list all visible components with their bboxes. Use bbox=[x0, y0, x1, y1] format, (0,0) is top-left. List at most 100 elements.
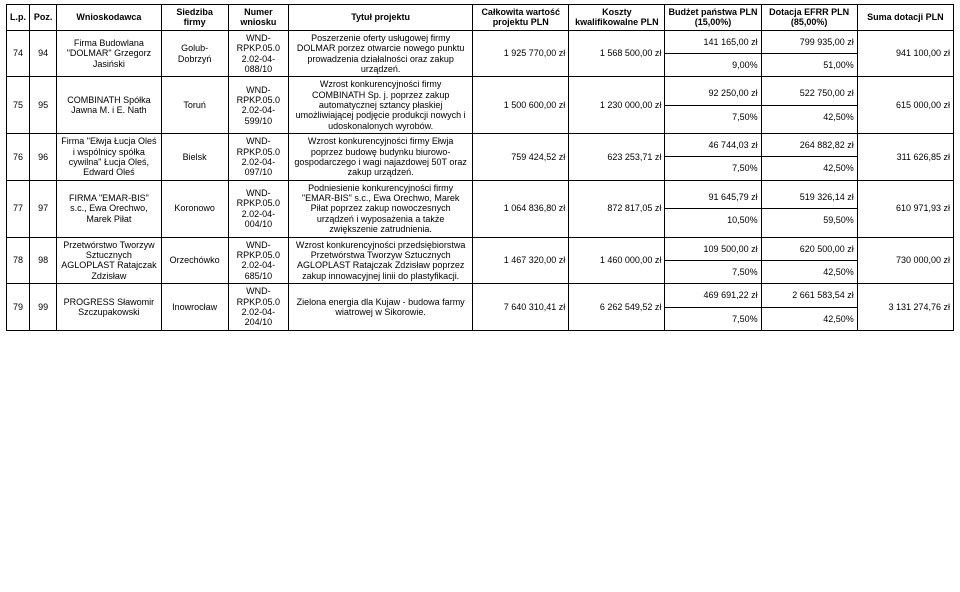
table-row: 7696Firma "Ełwja Łucja Oleś i wspólnicy … bbox=[7, 134, 954, 181]
cell-numer: WND-RPKP.05.0 2.02-04-097/10 bbox=[228, 134, 289, 181]
cell-lp: 75 bbox=[7, 77, 30, 134]
cell-poz: 94 bbox=[29, 30, 56, 77]
cell-tytul: Wzrost konkurencyjności firmy COMBINATH … bbox=[289, 77, 473, 134]
cell-dotacja-percent: 51,00% bbox=[762, 54, 857, 77]
cell-dotacja-amount: 620 500,00 zł bbox=[762, 238, 857, 261]
cell-suma: 941 100,00 zł bbox=[857, 30, 953, 77]
cell-dotacja-percent: 42,50% bbox=[762, 157, 857, 180]
cell-dotacja-amount: 522 750,00 zł bbox=[762, 82, 857, 105]
col-siedziba: Siedziba firmy bbox=[161, 5, 228, 31]
cell-koszty: 1 230 000,00 zł bbox=[569, 77, 665, 134]
cell-dotacja-percent: 59,50% bbox=[762, 209, 857, 232]
cell-suma: 615 000,00 zł bbox=[857, 77, 953, 134]
cell-siedziba: Golub-Dobrzyń bbox=[161, 30, 228, 77]
cell-numer: WND-RPKP.05.0 2.02-04-088/10 bbox=[228, 30, 289, 77]
cell-numer: WND-RPKP.05.0 2.02-04-599/10 bbox=[228, 77, 289, 134]
cell-lp: 77 bbox=[7, 180, 30, 237]
cell-wnioskodawca: Firma "Ełwja Łucja Oleś i wspólnicy spół… bbox=[57, 134, 162, 181]
cell-dotacja-percent: 42,50% bbox=[762, 260, 857, 283]
cell-budzet-percent: 7,50% bbox=[665, 307, 760, 330]
cell-koszty: 1 460 000,00 zł bbox=[569, 237, 665, 284]
cell-dotacja-amount: 2 661 583,54 zł bbox=[762, 284, 857, 307]
cell-budzet-amount: 46 744,03 zł bbox=[665, 134, 760, 157]
cell-tytul: Podniesienie konkurencyjności firmy "EMA… bbox=[289, 180, 473, 237]
col-budzet: Budżet państwa PLN (15,00%) bbox=[665, 5, 761, 31]
table-row: 7595COMBINATH Spółka Jawna M. i E. NathT… bbox=[7, 77, 954, 134]
cell-budzet-amount: 91 645,79 zł bbox=[665, 186, 760, 209]
cell-lp: 78 bbox=[7, 237, 30, 284]
cell-budzet: 92 250,00 zł7,50% bbox=[665, 77, 761, 134]
cell-lp: 79 bbox=[7, 284, 30, 331]
cell-calkowita: 759 424,52 zł bbox=[473, 134, 569, 181]
cell-lp: 74 bbox=[7, 30, 30, 77]
cell-wnioskodawca: COMBINATH Spółka Jawna M. i E. Nath bbox=[57, 77, 162, 134]
col-poz: Poz. bbox=[29, 5, 56, 31]
cell-budzet-percent: 10,50% bbox=[665, 209, 760, 232]
cell-dotacja: 799 935,00 zł51,00% bbox=[761, 30, 857, 77]
cell-poz: 99 bbox=[29, 284, 56, 331]
cell-lp: 76 bbox=[7, 134, 30, 181]
cell-poz: 97 bbox=[29, 180, 56, 237]
col-wnioskodawca: Wnioskodawca bbox=[57, 5, 162, 31]
cell-koszty: 6 262 549,52 zł bbox=[569, 284, 665, 331]
cell-budzet: 46 744,03 zł7,50% bbox=[665, 134, 761, 181]
projects-table: L.p. Poz. Wnioskodawca Siedziba firmy Nu… bbox=[6, 4, 954, 331]
cell-suma: 610 971,93 zł bbox=[857, 180, 953, 237]
table-row: 7999PROGRESS Sławomir SzczupakowskiInowr… bbox=[7, 284, 954, 331]
cell-dotacja-percent: 42,50% bbox=[762, 307, 857, 330]
cell-numer: WND-RPKP.05.0 2.02-04-204/10 bbox=[228, 284, 289, 331]
cell-dotacja: 264 882,82 zł42,50% bbox=[761, 134, 857, 181]
cell-budzet: 109 500,00 zł7,50% bbox=[665, 237, 761, 284]
table-row: 7797FIRMA "EMAR-BIS" s.c., Ewa Orechwo, … bbox=[7, 180, 954, 237]
table-row: 7494Firma Budowlana "DOLMAR" Grzegorz Ja… bbox=[7, 30, 954, 77]
cell-koszty: 1 568 500,00 zł bbox=[569, 30, 665, 77]
table-wrapper: L.p. Poz. Wnioskodawca Siedziba firmy Nu… bbox=[0, 0, 960, 335]
cell-dotacja-amount: 264 882,82 zł bbox=[762, 134, 857, 157]
cell-siedziba: Inowrocław bbox=[161, 284, 228, 331]
cell-budzet-amount: 141 165,00 zł bbox=[665, 31, 760, 54]
cell-budzet-amount: 109 500,00 zł bbox=[665, 238, 760, 261]
table-row: 7898Przetwórstwo Tworzyw Sztucznych AGLO… bbox=[7, 237, 954, 284]
cell-tytul: Poszerzenie oferty usługowej firmy DOLMA… bbox=[289, 30, 473, 77]
cell-tytul: Wzrost konkurencyjności firmy Ełwja popr… bbox=[289, 134, 473, 181]
cell-dotacja-percent: 42,50% bbox=[762, 105, 857, 128]
cell-wnioskodawca: Firma Budowlana "DOLMAR" Grzegorz Jasińs… bbox=[57, 30, 162, 77]
cell-poz: 98 bbox=[29, 237, 56, 284]
cell-budzet-percent: 7,50% bbox=[665, 157, 760, 180]
cell-calkowita: 7 640 310,41 zł bbox=[473, 284, 569, 331]
cell-budzet-percent: 9,00% bbox=[665, 54, 760, 77]
cell-siedziba: Koronowo bbox=[161, 180, 228, 237]
cell-dotacja-amount: 799 935,00 zł bbox=[762, 31, 857, 54]
cell-poz: 96 bbox=[29, 134, 56, 181]
cell-budzet: 91 645,79 zł10,50% bbox=[665, 180, 761, 237]
cell-dotacja: 2 661 583,54 zł42,50% bbox=[761, 284, 857, 331]
col-numer: Numer wniosku bbox=[228, 5, 289, 31]
cell-calkowita: 1 064 836,80 zł bbox=[473, 180, 569, 237]
cell-dotacja: 620 500,00 zł42,50% bbox=[761, 237, 857, 284]
cell-suma: 3 131 274,76 zł bbox=[857, 284, 953, 331]
cell-budzet-percent: 7,50% bbox=[665, 105, 760, 128]
table-head: L.p. Poz. Wnioskodawca Siedziba firmy Nu… bbox=[7, 5, 954, 31]
cell-budzet-amount: 92 250,00 zł bbox=[665, 82, 760, 105]
cell-wnioskodawca: PROGRESS Sławomir Szczupakowski bbox=[57, 284, 162, 331]
cell-wnioskodawca: FIRMA "EMAR-BIS" s.c., Ewa Orechwo, Mare… bbox=[57, 180, 162, 237]
cell-budzet-amount: 469 691,22 zł bbox=[665, 284, 760, 307]
cell-tytul: Wzrost konkurencyjności przedsiębiorstwa… bbox=[289, 237, 473, 284]
cell-calkowita: 1 925 770,00 zł bbox=[473, 30, 569, 77]
cell-suma: 730 000,00 zł bbox=[857, 237, 953, 284]
col-suma: Suma dotacji PLN bbox=[857, 5, 953, 31]
cell-poz: 95 bbox=[29, 77, 56, 134]
table-body: 7494Firma Budowlana "DOLMAR" Grzegorz Ja… bbox=[7, 30, 954, 330]
cell-dotacja: 519 326,14 zł59,50% bbox=[761, 180, 857, 237]
cell-budzet: 141 165,00 zł9,00% bbox=[665, 30, 761, 77]
col-tytul: Tytuł projektu bbox=[289, 5, 473, 31]
col-calkowita: Całkowita wartość projektu PLN bbox=[473, 5, 569, 31]
cell-budzet-percent: 7,50% bbox=[665, 260, 760, 283]
col-dotacja: Dotacja EFRR PLN (85,00%) bbox=[761, 5, 857, 31]
cell-siedziba: Bielsk bbox=[161, 134, 228, 181]
col-koszty: Koszty kwalifikowalne PLN bbox=[569, 5, 665, 31]
cell-wnioskodawca: Przetwórstwo Tworzyw Sztucznych AGLOPLAS… bbox=[57, 237, 162, 284]
cell-dotacja: 522 750,00 zł42,50% bbox=[761, 77, 857, 134]
cell-dotacja-amount: 519 326,14 zł bbox=[762, 186, 857, 209]
col-lp: L.p. bbox=[7, 5, 30, 31]
